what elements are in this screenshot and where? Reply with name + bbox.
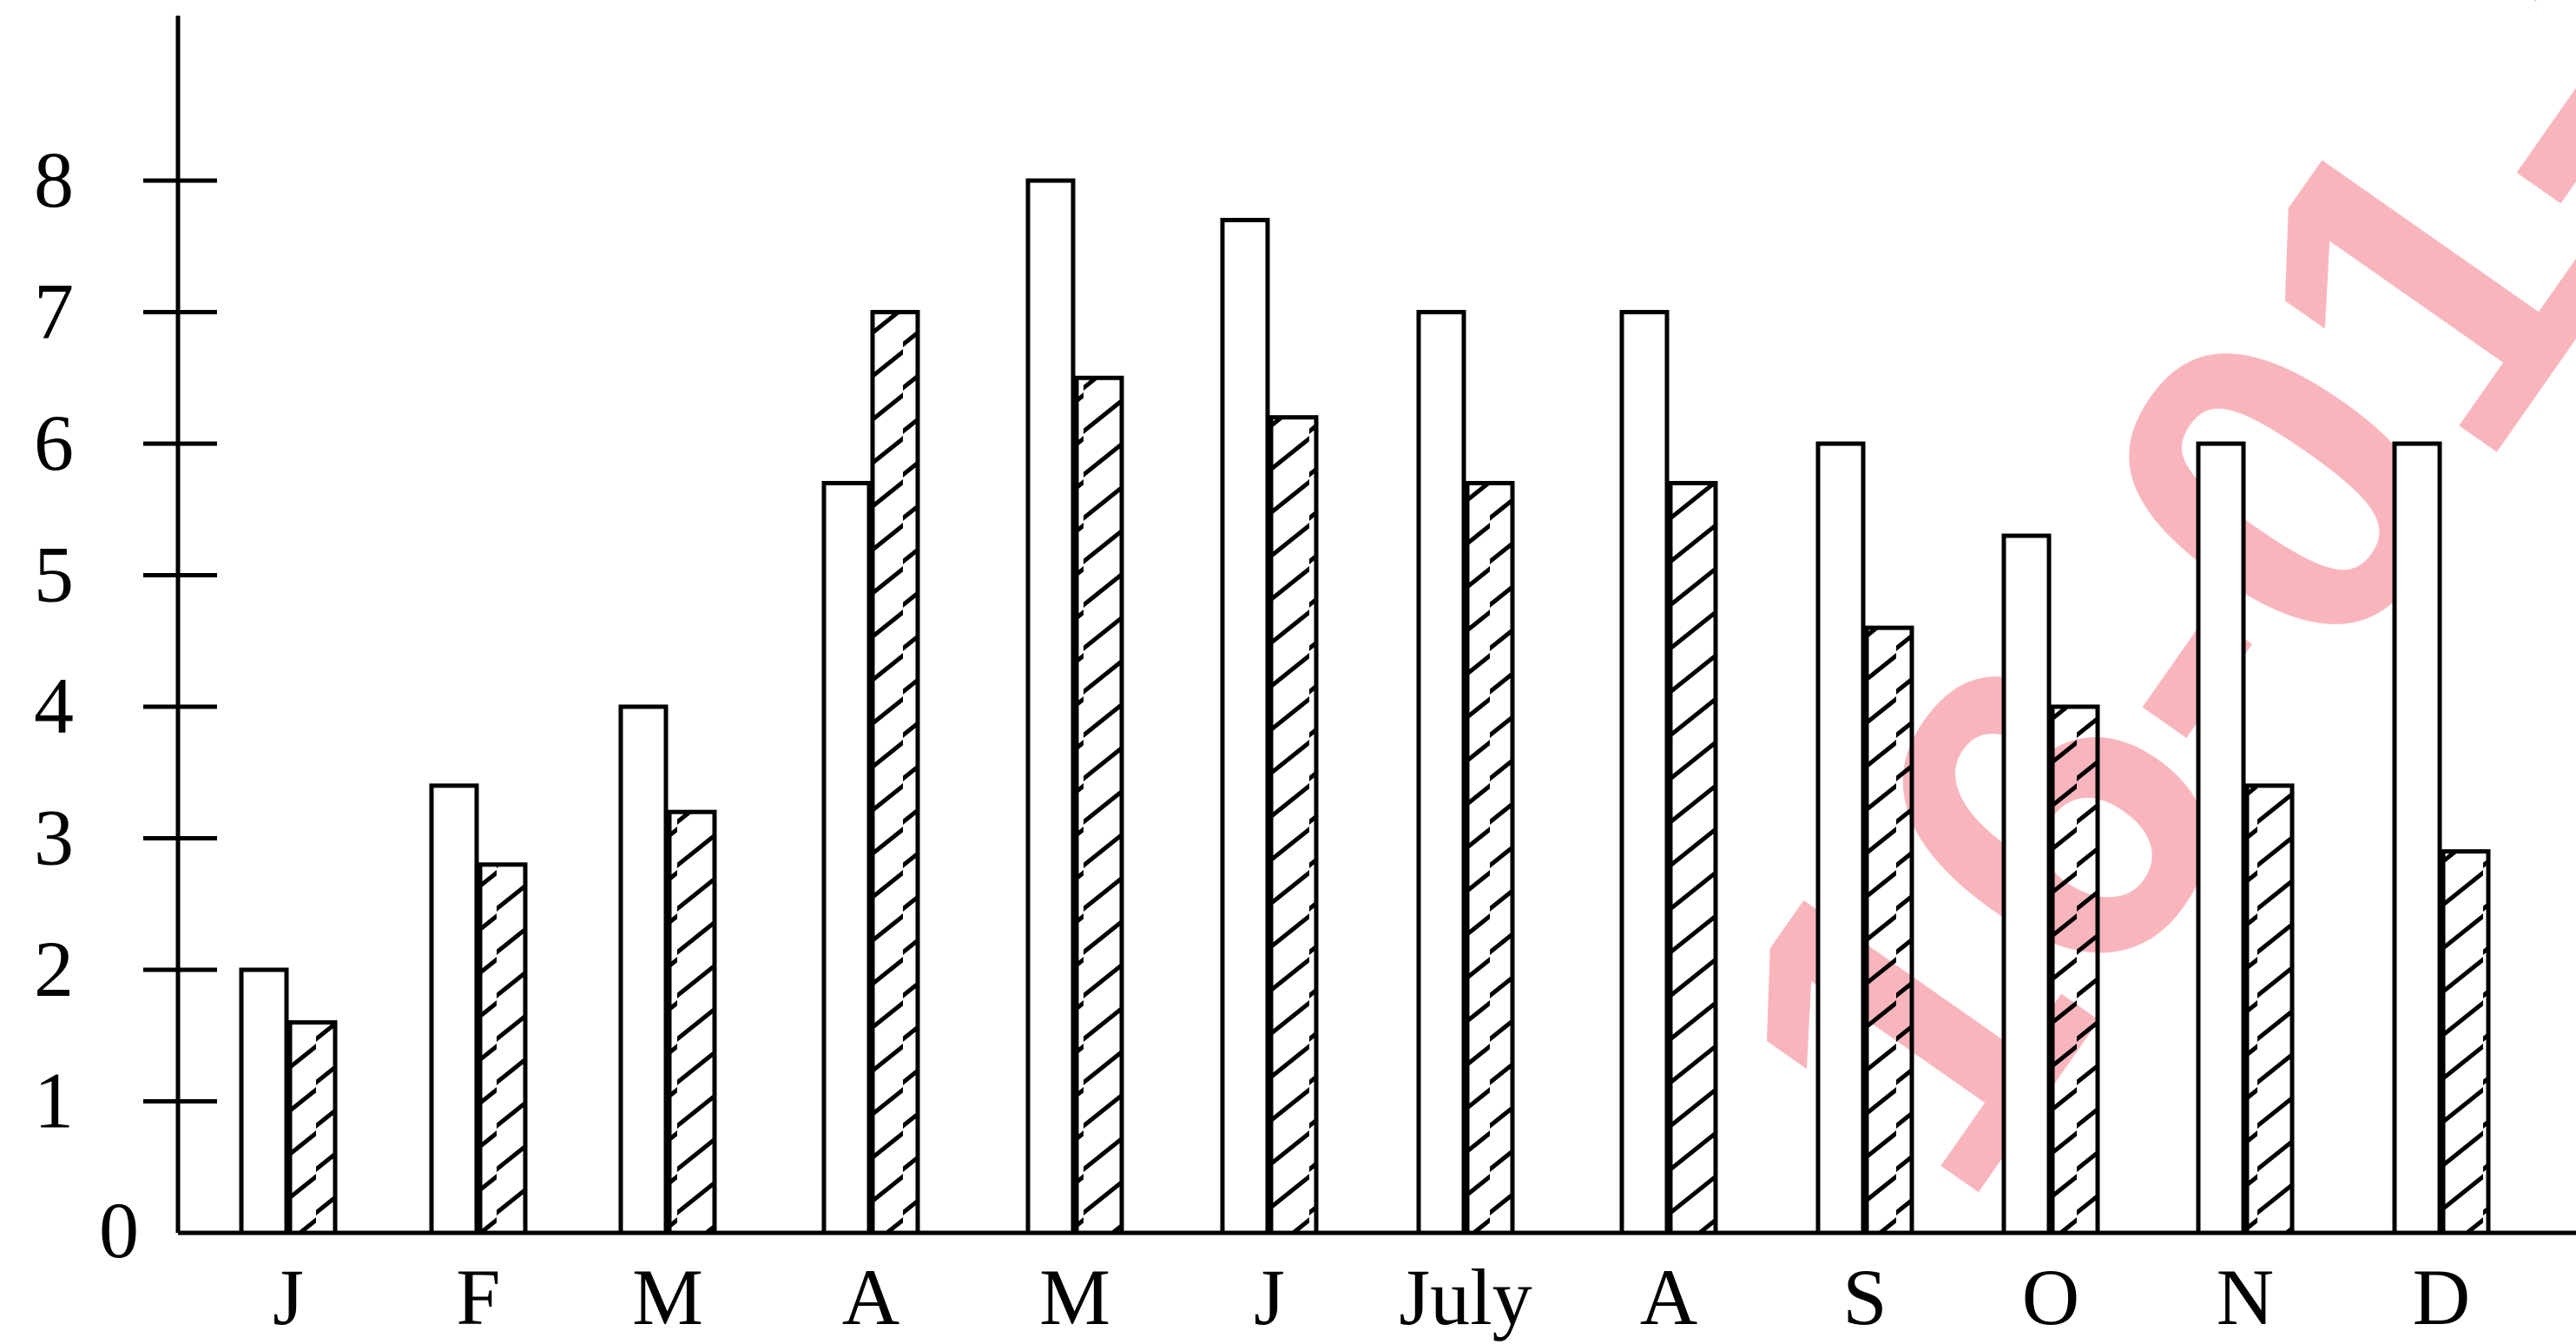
bar-hatched xyxy=(1074,375,1124,1235)
bar-hatched xyxy=(870,310,920,1235)
x-category-label: S xyxy=(1842,1253,1887,1341)
bar-plain xyxy=(1025,178,1076,1235)
bar-plain xyxy=(1815,441,1866,1235)
bar-plain xyxy=(239,967,289,1235)
bar-plain xyxy=(821,480,872,1235)
x-category-label: M xyxy=(1039,1253,1110,1341)
bar-hatched xyxy=(1668,480,1718,1235)
bars xyxy=(239,178,2491,1235)
x-category-label: A xyxy=(842,1253,899,1341)
x-category-label: July xyxy=(1399,1253,1532,1341)
bar-hatched xyxy=(2441,849,2491,1235)
axes xyxy=(143,16,2576,1235)
x-category-label: D xyxy=(2413,1253,2470,1341)
bar-hatched xyxy=(478,862,528,1235)
x-category-label: J xyxy=(1254,1253,1285,1341)
y-tick-label: 1 xyxy=(34,1057,74,1145)
bar-plain xyxy=(1416,310,1466,1235)
bar-hatched xyxy=(1465,480,1515,1235)
bar-hatched xyxy=(2050,704,2100,1235)
bar-plain xyxy=(2001,533,2052,1235)
y-tick-label: 4 xyxy=(34,662,74,750)
y-tick-label: 5 xyxy=(34,530,74,619)
bar-plain xyxy=(2196,441,2246,1235)
labels: 01 2 3 4 5 6 7 8 J F M A M J July A S O N D xyxy=(34,135,2470,1341)
x-category-label: F xyxy=(456,1253,500,1341)
bar-plain xyxy=(429,783,479,1235)
bar-hatched xyxy=(287,1020,338,1235)
x-category-label: A xyxy=(1640,1253,1697,1341)
y-tick-label: 2 xyxy=(34,925,74,1013)
bar-plain xyxy=(2392,441,2442,1235)
bar-hatched xyxy=(2244,783,2295,1235)
bar-hatched xyxy=(1268,415,1319,1235)
bar-plain xyxy=(618,704,669,1235)
bar-hatched xyxy=(1864,625,1914,1235)
bar-plain xyxy=(1220,217,1270,1235)
y-tick-label: 7 xyxy=(34,267,74,356)
y-tick-label: 0 xyxy=(99,1186,139,1275)
x-category-label: O xyxy=(2022,1253,2079,1341)
y-tick-label: 3 xyxy=(34,794,74,882)
x-category-label: N xyxy=(2217,1253,2274,1341)
bar-plain xyxy=(1619,310,1670,1235)
x-category-label: J xyxy=(273,1253,304,1341)
y-tick-label: 8 xyxy=(34,135,74,224)
y-tick-label: 6 xyxy=(34,399,74,487)
x-category-label: M xyxy=(632,1253,703,1341)
bar-hatched xyxy=(667,809,717,1235)
